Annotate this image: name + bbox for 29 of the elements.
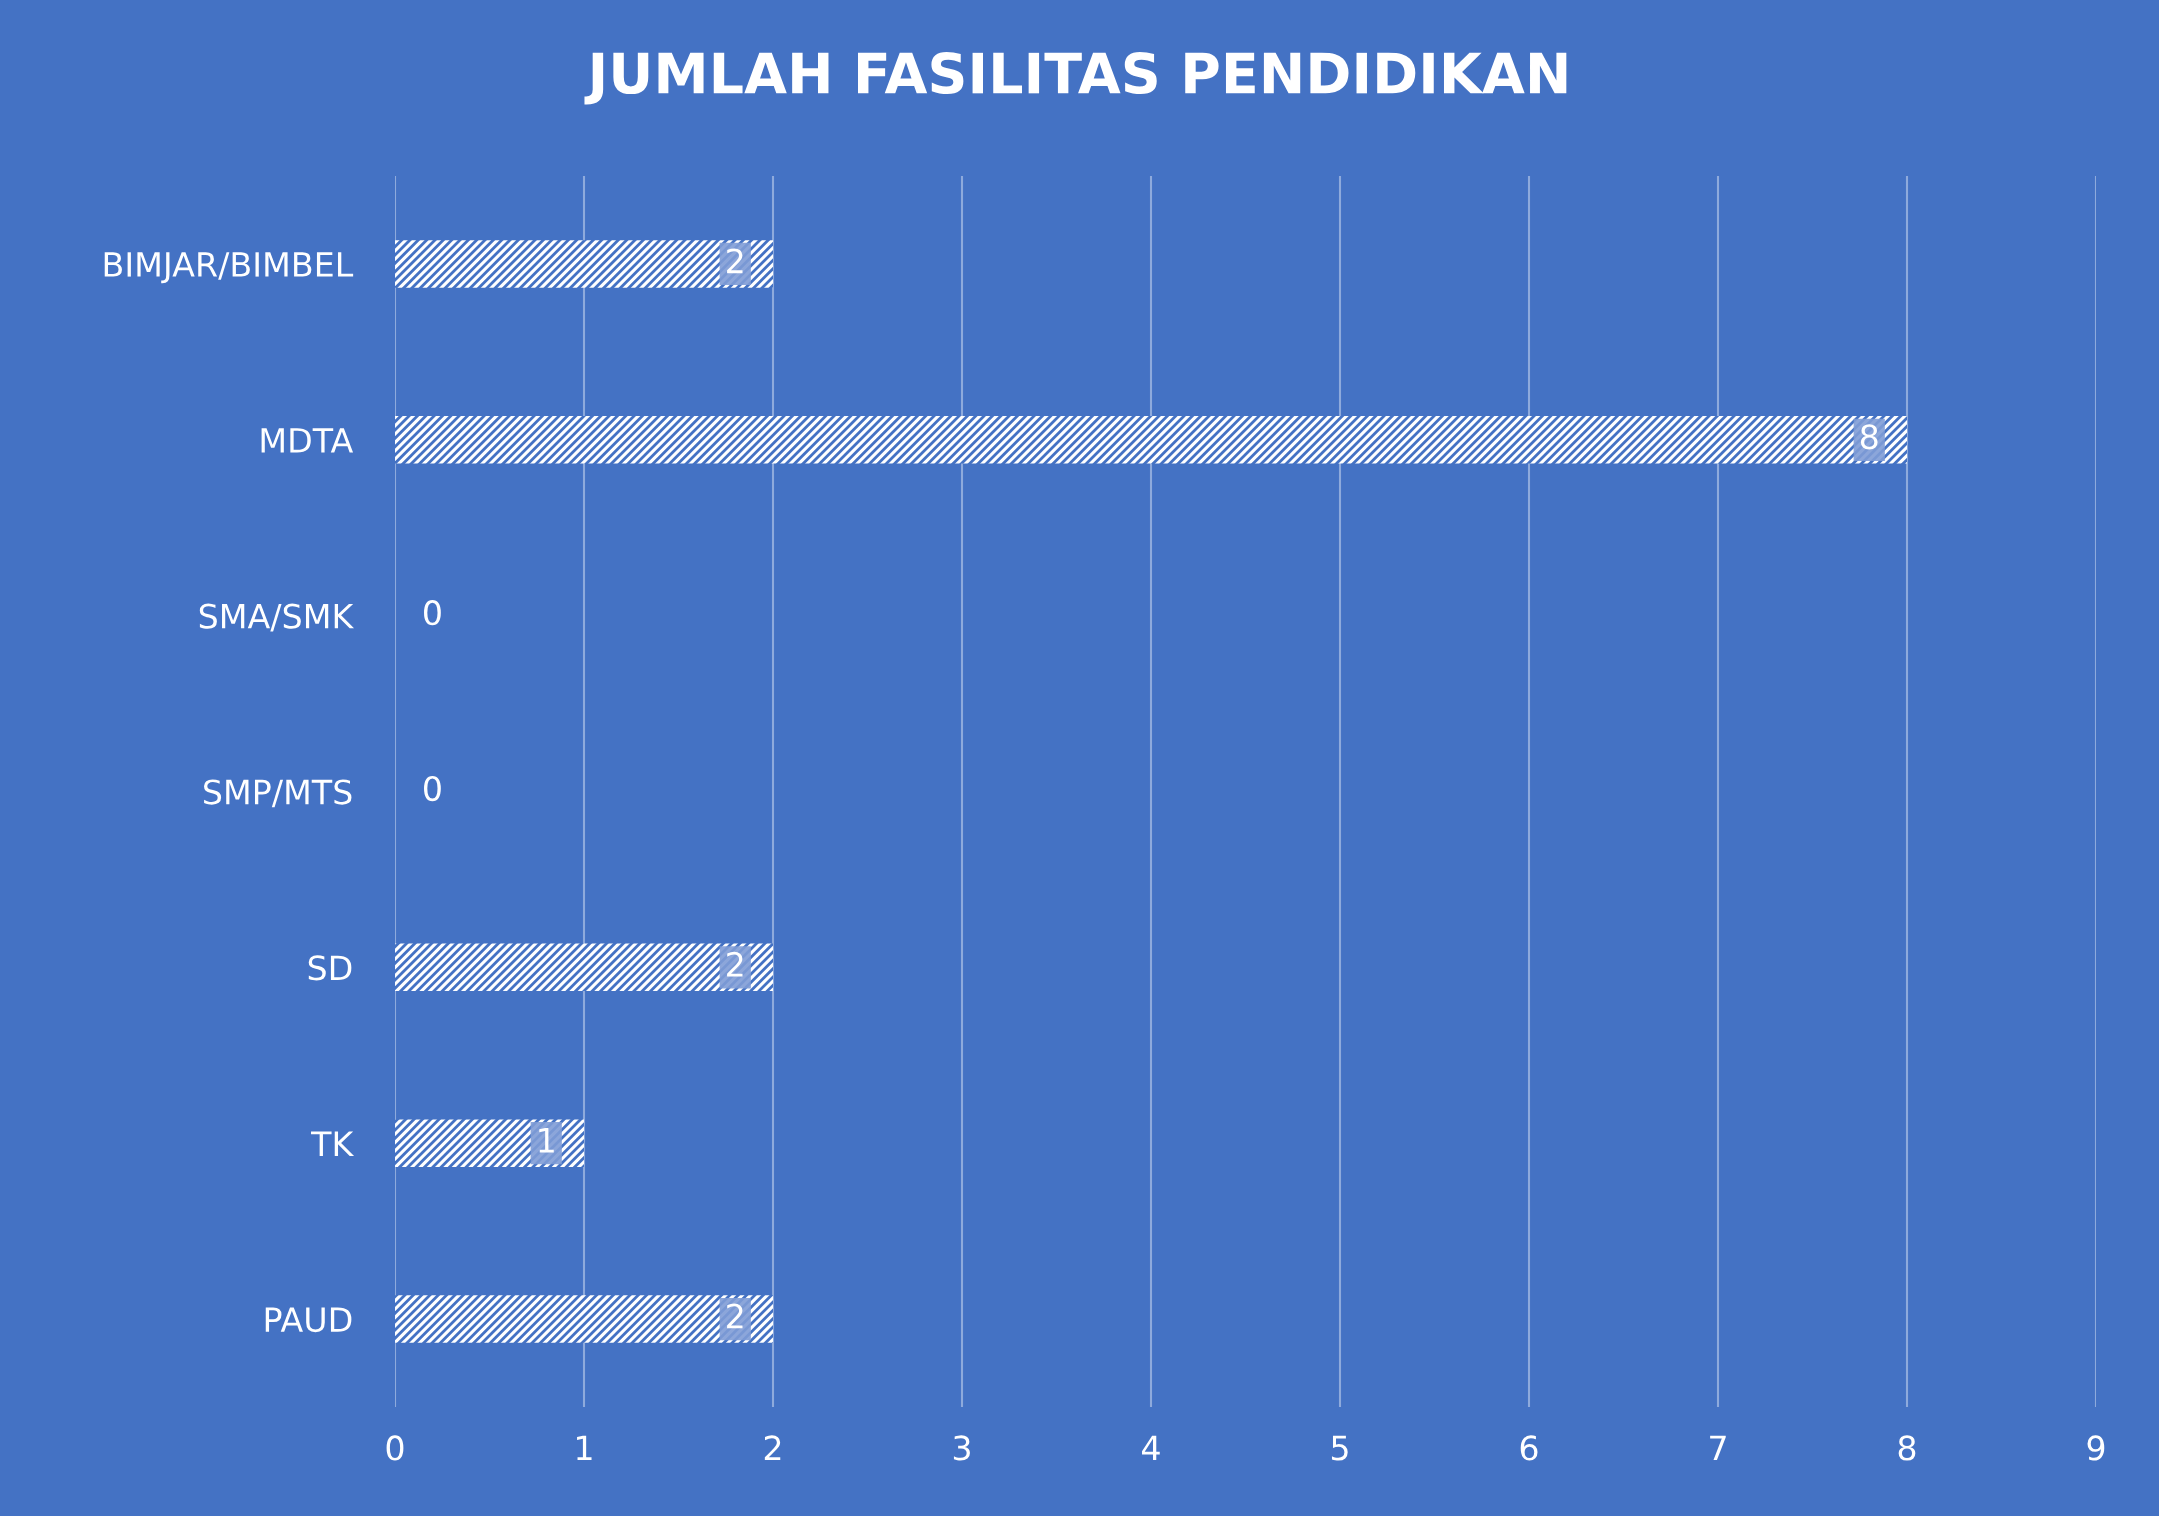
x-tick-label: 3 bbox=[953, 1435, 970, 1461]
x-tick-label: 8 bbox=[1898, 1435, 1916, 1461]
x-tick-label: 5 bbox=[1331, 1435, 1348, 1461]
data-label: 2 bbox=[727, 248, 743, 274]
y-tick-label: MDTA bbox=[261, 428, 354, 453]
bar bbox=[395, 416, 1907, 464]
data-label: 8 bbox=[1860, 424, 1878, 450]
x-tick-label: 6 bbox=[1520, 1435, 1538, 1461]
bar bbox=[395, 1295, 773, 1343]
data-label: 2 bbox=[727, 951, 743, 977]
y-tick-label: BIMJAR/BIMBEL bbox=[104, 252, 354, 284]
y-tick-label: TK bbox=[311, 1131, 355, 1156]
data-label: 1 bbox=[539, 1128, 554, 1153]
y-tick-label: SMP/MTS bbox=[204, 779, 352, 808]
y-tick-label: PAUD bbox=[265, 1307, 352, 1333]
x-tick-label: 2 bbox=[764, 1435, 781, 1461]
data-label: 2 bbox=[727, 1303, 743, 1329]
x-tick-label: 7 bbox=[1710, 1435, 1726, 1461]
x-tick-label: 1 bbox=[577, 1435, 592, 1461]
bar bbox=[395, 943, 773, 992]
data-label: 0 bbox=[424, 600, 441, 626]
x-tick-label: 9 bbox=[2087, 1435, 2105, 1461]
x-tick-label: 0 bbox=[386, 1435, 404, 1461]
bar bbox=[395, 240, 773, 288]
y-tick-label: SMA/SMK bbox=[199, 603, 355, 632]
y-tick-label: SD bbox=[308, 955, 352, 981]
data-label: 0 bbox=[424, 775, 441, 802]
x-tick-label: 4 bbox=[1142, 1435, 1160, 1461]
chart-title: JUMLAH FASILITAS PENDIDIKAN bbox=[584, 52, 1567, 105]
